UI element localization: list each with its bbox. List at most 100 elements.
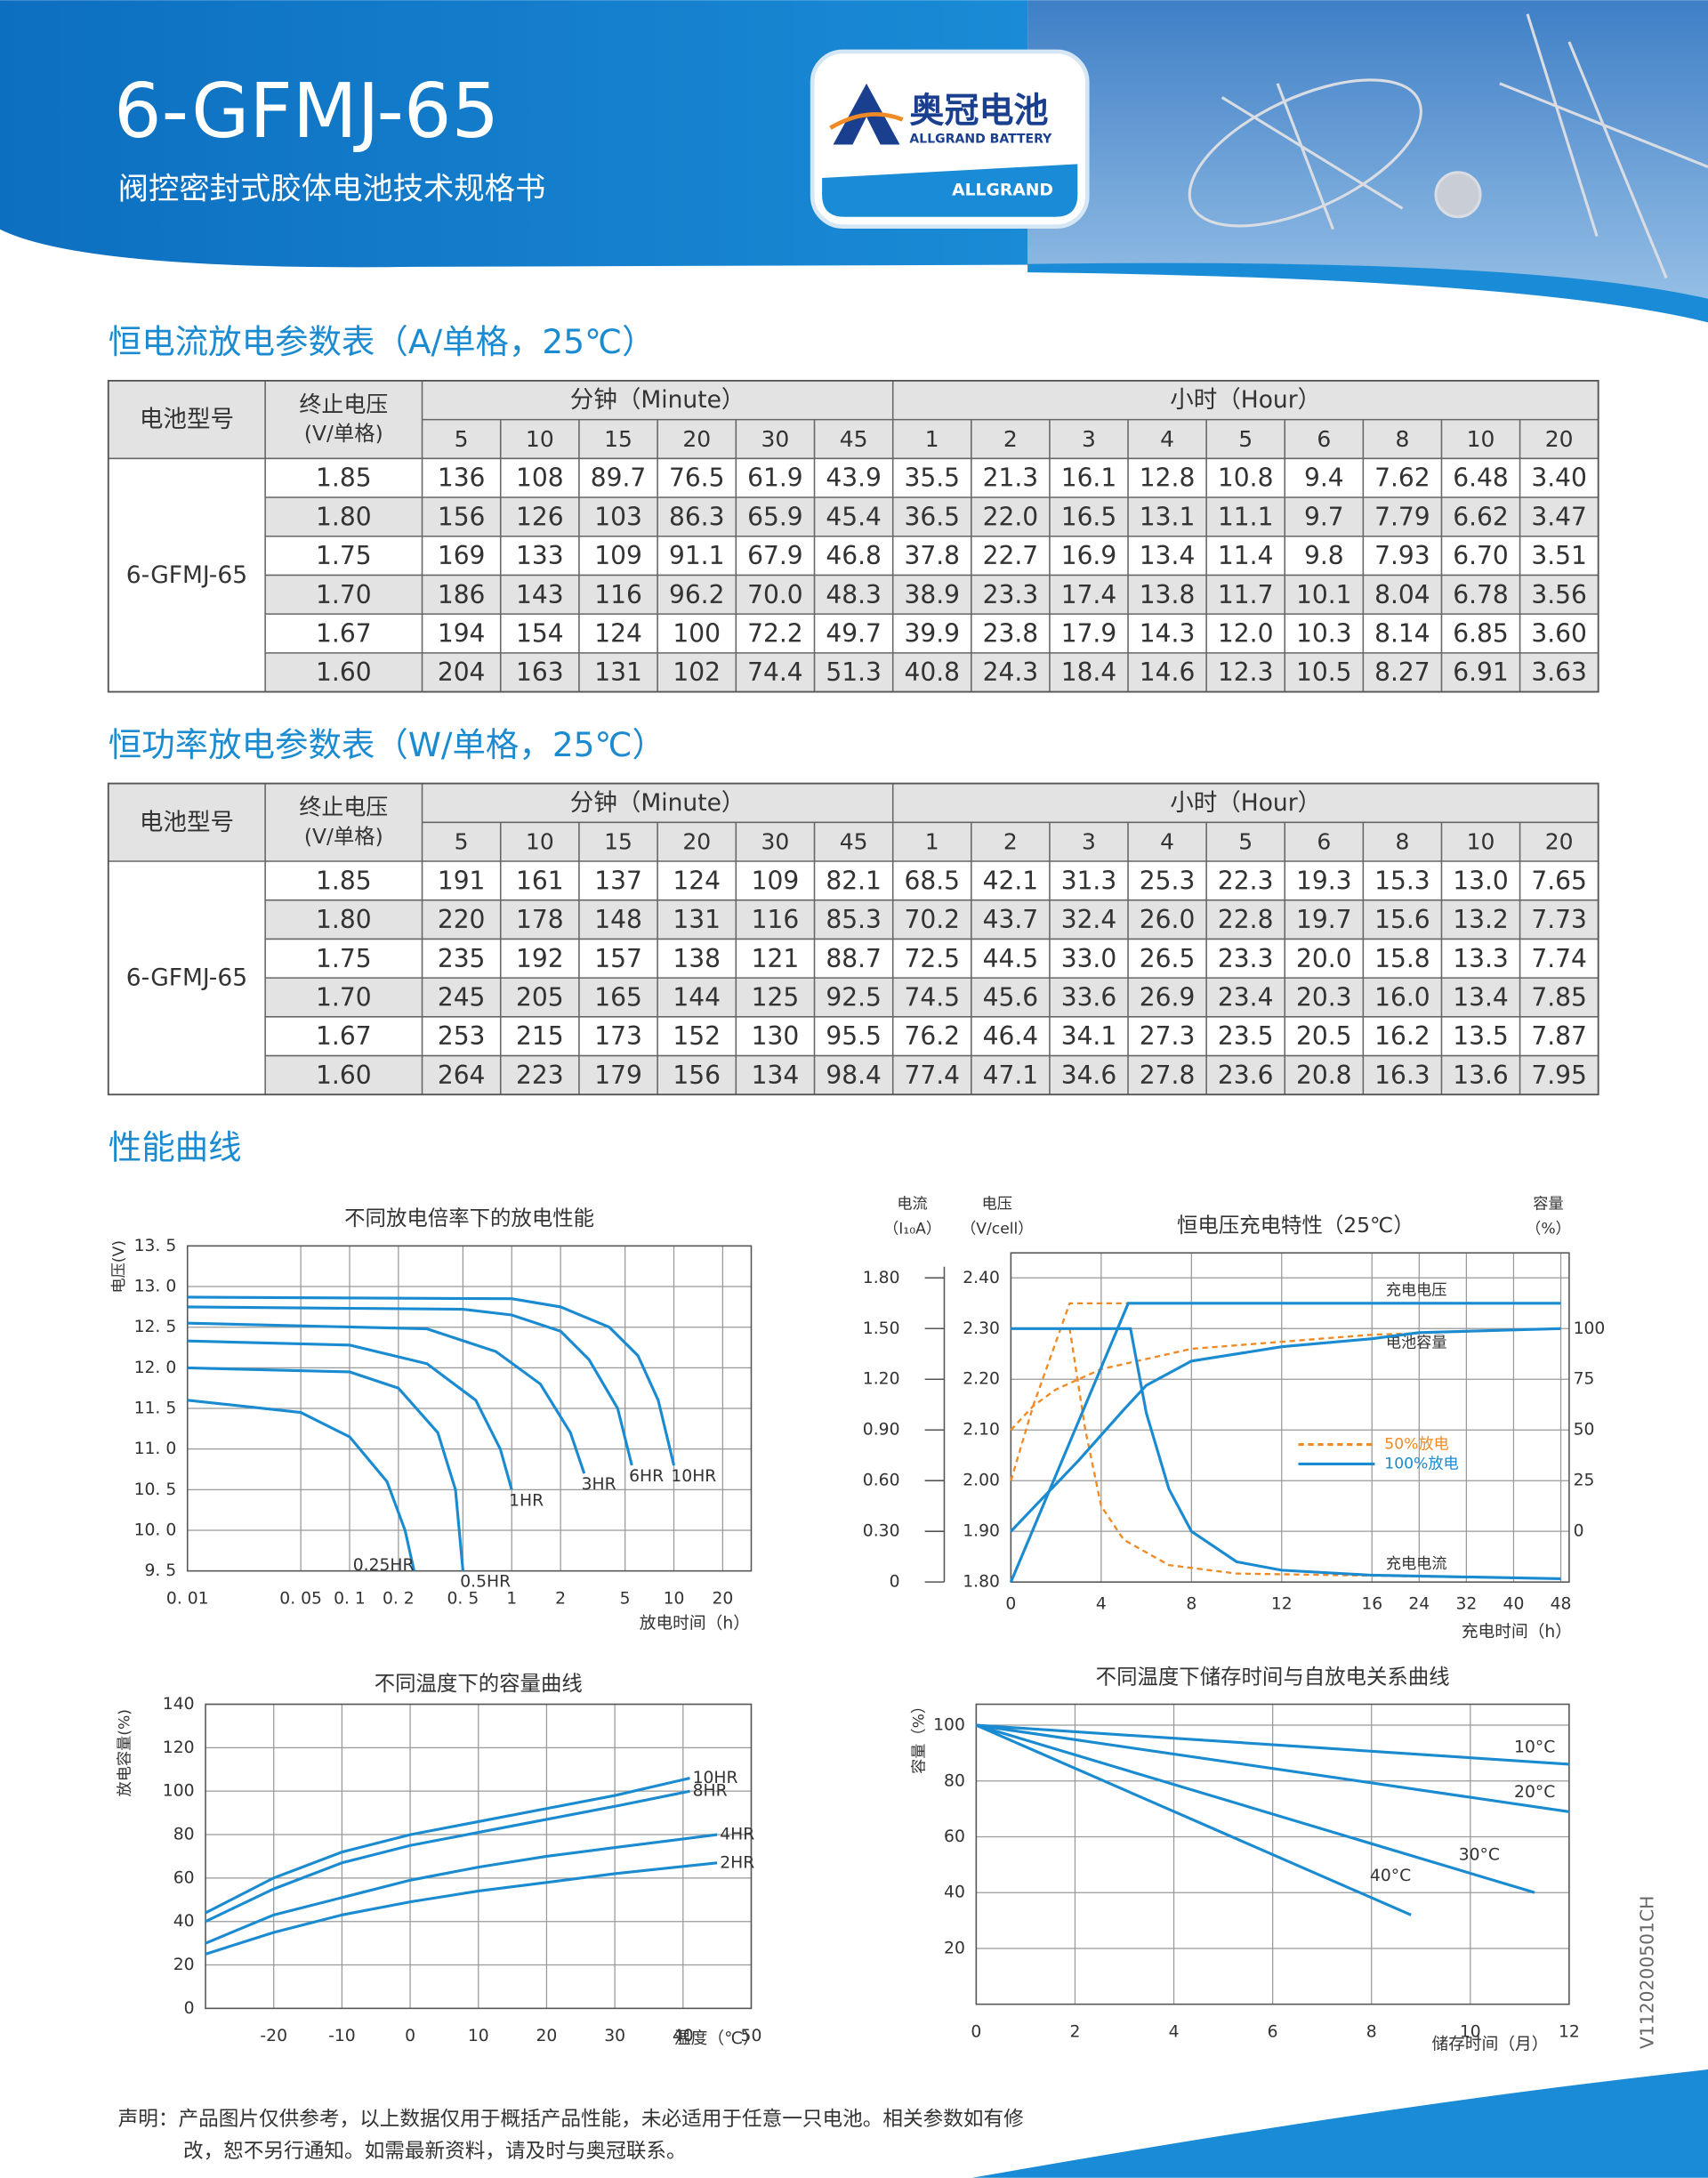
header-cell: 4 xyxy=(1160,426,1174,452)
value-cell: 34.6 xyxy=(1061,1061,1117,1090)
value-cell: 6.78 xyxy=(1453,580,1509,609)
value-cell: 74.5 xyxy=(904,982,960,1012)
value-cell: 131 xyxy=(673,905,721,934)
header-cell: 45 xyxy=(840,426,868,452)
voltage-cell: 1.70 xyxy=(316,580,372,609)
header-cell: 20 xyxy=(1545,829,1574,855)
table-title: 恒电流放电参数表（A/单格，25℃） xyxy=(109,322,656,361)
value-cell: 7.93 xyxy=(1374,541,1430,570)
y-tick-label: 2.00 xyxy=(963,1472,1000,1490)
y-tick-label: 40 xyxy=(173,1912,195,1931)
header-cell: 3 xyxy=(1082,426,1096,452)
header-cell: 20 xyxy=(1545,426,1574,452)
curve xyxy=(976,1723,1570,1766)
value-cell: 14.3 xyxy=(1140,619,1196,649)
value-cell: 9.8 xyxy=(1304,541,1344,570)
curve-label: 10°C xyxy=(1514,1738,1555,1757)
header-cell: 5 xyxy=(1238,829,1253,855)
y-tick-label: 80 xyxy=(173,1826,195,1844)
x-tick-label: 50 xyxy=(741,2027,762,2045)
curve xyxy=(187,1339,513,1490)
value-cell: 8.04 xyxy=(1374,580,1430,609)
value-cell: 47.1 xyxy=(983,1061,1039,1090)
x-tick-label: 0 xyxy=(971,2022,981,2041)
value-cell: 27.3 xyxy=(1140,1021,1196,1051)
value-cell: 220 xyxy=(438,905,486,934)
y-tick-label: 1.90 xyxy=(963,1522,1000,1541)
value-cell: 9.4 xyxy=(1304,464,1344,493)
logo-brand: ALLGRAND xyxy=(952,182,1053,200)
value-cell: 10.8 xyxy=(1218,464,1274,493)
header-cell: 10 xyxy=(526,426,554,452)
value-cell: 6.91 xyxy=(1453,657,1509,687)
value-cell: 19.3 xyxy=(1296,866,1352,895)
doc-code: V1120200501CH xyxy=(1636,1896,1657,2049)
value-cell: 138 xyxy=(673,944,721,973)
curve xyxy=(187,1305,633,1466)
curve-label: 8HR xyxy=(693,1782,728,1801)
doc-title: 6-GFMJ-65 xyxy=(114,68,499,155)
y-tick-label: 12. 5 xyxy=(134,1318,177,1336)
row-bg xyxy=(265,978,1599,1017)
annotation: 充电电流 xyxy=(1386,1555,1447,1573)
value-cell: 91.1 xyxy=(669,541,725,570)
x-tick-label: 0. 1 xyxy=(334,1589,366,1608)
value-cell: 20.5 xyxy=(1296,1021,1352,1051)
value-cell: 68.5 xyxy=(904,866,960,895)
curve xyxy=(187,1366,464,1571)
current-tick-label: 0.30 xyxy=(863,1522,900,1541)
value-cell: 6.62 xyxy=(1453,502,1509,531)
header-cell: 5 xyxy=(455,829,469,855)
curve-label: 40°C xyxy=(1370,1867,1411,1885)
current-tick-label: 1.80 xyxy=(863,1269,900,1287)
value-cell: 6.85 xyxy=(1453,619,1509,649)
current-tick-label: 0 xyxy=(890,1573,900,1592)
value-cell: 165 xyxy=(594,982,642,1012)
x-tick-label: 0. 5 xyxy=(447,1589,479,1608)
voltage-cell: 1.75 xyxy=(316,541,372,570)
value-cell: 18.4 xyxy=(1061,657,1117,687)
value-cell: 194 xyxy=(438,619,486,649)
x-tick-label: 5 xyxy=(620,1589,631,1608)
value-cell: 15.3 xyxy=(1374,866,1430,895)
curve xyxy=(187,1321,586,1474)
x-tick-label: 0 xyxy=(1005,1595,1016,1614)
value-cell: 3.51 xyxy=(1531,541,1587,570)
x-tick-label: 20 xyxy=(712,1589,733,1608)
value-cell: 31.3 xyxy=(1061,866,1117,895)
value-cell: 33.0 xyxy=(1061,944,1117,973)
x-tick-label: -20 xyxy=(260,2027,287,2045)
value-cell: 19.7 xyxy=(1296,905,1352,934)
x-tick-label: 20 xyxy=(536,2027,558,2045)
y-tick-label: 140 xyxy=(163,1695,195,1714)
value-cell: 37.8 xyxy=(904,541,960,570)
value-cell: 76.2 xyxy=(904,1021,960,1051)
value-cell: 253 xyxy=(438,1021,486,1051)
voltage-cell: 1.67 xyxy=(316,619,372,649)
x-tick-label: 48 xyxy=(1551,1595,1572,1614)
y-tick-label: 2.40 xyxy=(963,1269,1000,1287)
x-tick-label: 24 xyxy=(1408,1595,1430,1614)
value-cell: 36.5 xyxy=(904,502,960,531)
value-cell: 20.0 xyxy=(1296,944,1352,973)
value-cell: 45.6 xyxy=(983,982,1039,1012)
value-cell: 264 xyxy=(438,1061,486,1090)
y2-tick-label: 0 xyxy=(1574,1522,1584,1541)
value-cell: 133 xyxy=(516,541,564,570)
value-cell: 137 xyxy=(594,866,642,895)
value-cell: 20.3 xyxy=(1296,982,1352,1012)
header-cell: 2 xyxy=(1003,426,1018,452)
value-cell: 154 xyxy=(516,619,564,649)
y-tick-label: 20 xyxy=(173,1956,195,1974)
value-cell: 24.3 xyxy=(983,657,1039,687)
voltage-cell: 1.60 xyxy=(316,657,372,687)
x-tick-label: 10 xyxy=(468,2027,489,2045)
chart-title: 恒电压充电特性（25℃） xyxy=(1177,1213,1414,1238)
header-cell: 5 xyxy=(455,426,469,452)
axis-label: （%） xyxy=(1526,1221,1571,1238)
value-cell: 131 xyxy=(594,657,642,687)
value-cell: 8.27 xyxy=(1374,657,1430,687)
x-tick-label: 4 xyxy=(1096,1595,1107,1614)
y2-tick-label: 50 xyxy=(1574,1421,1595,1440)
value-cell: 95.5 xyxy=(826,1021,882,1051)
